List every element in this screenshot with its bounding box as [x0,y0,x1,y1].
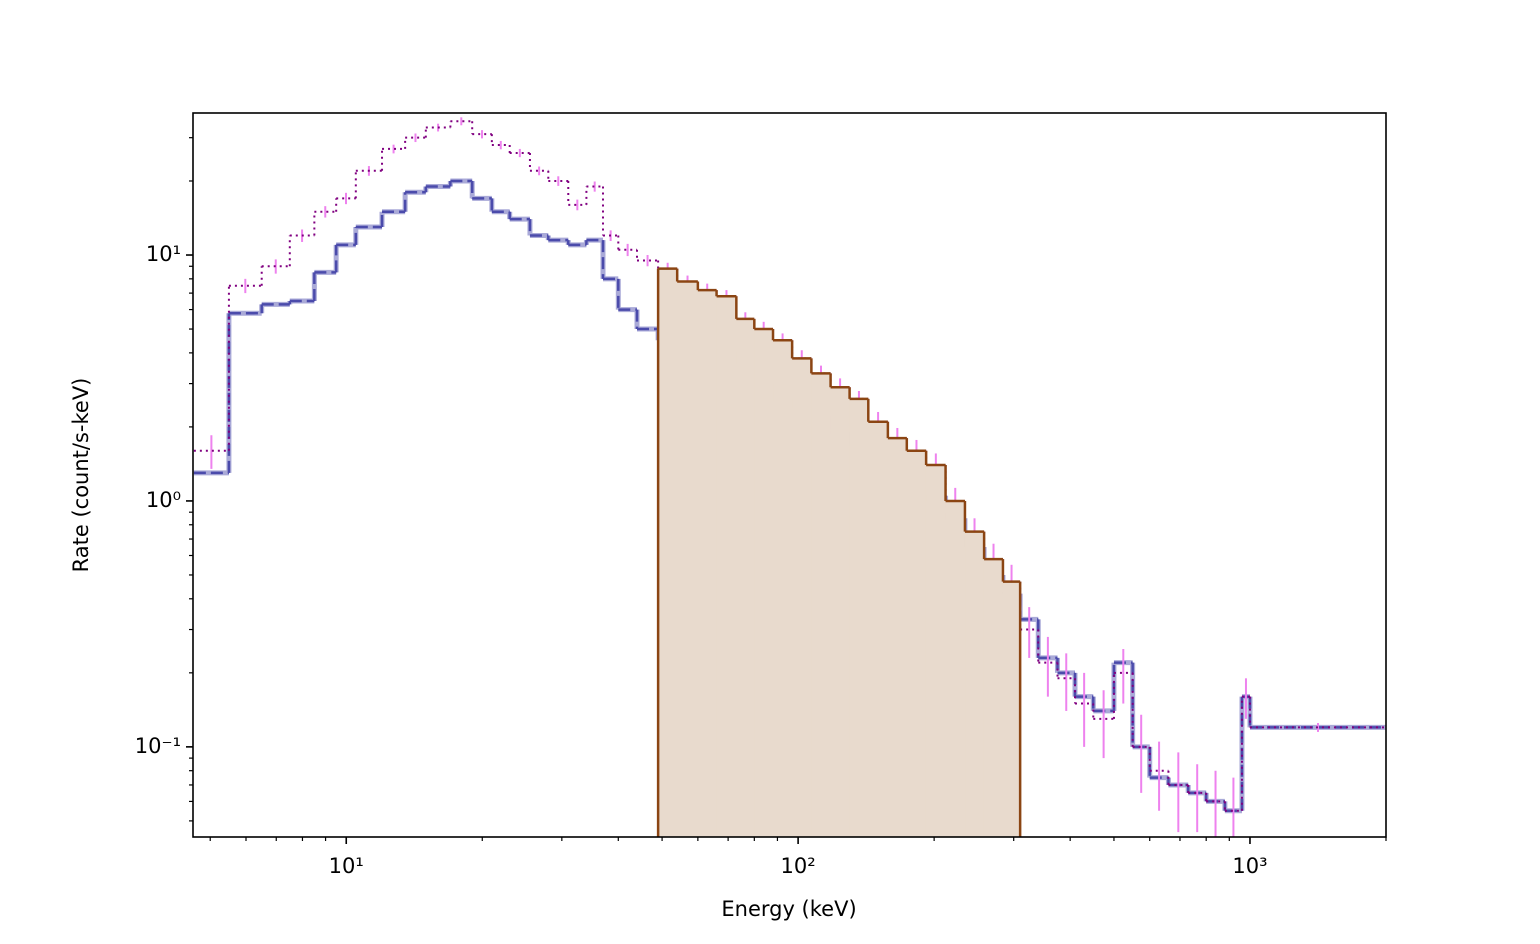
x-tick-label: 10³ [1232,854,1267,878]
plot-frame [192,112,1387,838]
area-fill [906,450,927,837]
area-fill [1002,581,1021,837]
area-fill [849,398,869,837]
x-tick-label: 10¹ [329,854,364,878]
area-fill [772,340,793,837]
area-fill [657,268,678,837]
area-fill [736,318,755,837]
area-fill [830,386,850,837]
area-fill [887,437,908,837]
y-tick-label: 10⁰ [146,488,181,512]
area-fill [983,558,1004,837]
x-axis-label: Energy (keV) [721,897,856,921]
y-axis-label: Rate (count/s-keV) [69,378,93,573]
area-fill [716,295,737,837]
area-fill [964,531,985,837]
y-tick-label: 10¹ [146,242,181,266]
area-fill [868,421,889,837]
area-fill [945,500,966,837]
area-fill [791,358,812,837]
area-fill [697,289,717,837]
step-connector [656,268,1022,837]
y-tick-label: 10⁻¹ [135,734,181,758]
x-tick-label: 10² [781,854,816,878]
area-fill [676,281,699,837]
area-fill [925,464,946,837]
plot-area [193,117,1386,837]
area-fill [811,373,831,837]
area-fill [754,328,774,837]
